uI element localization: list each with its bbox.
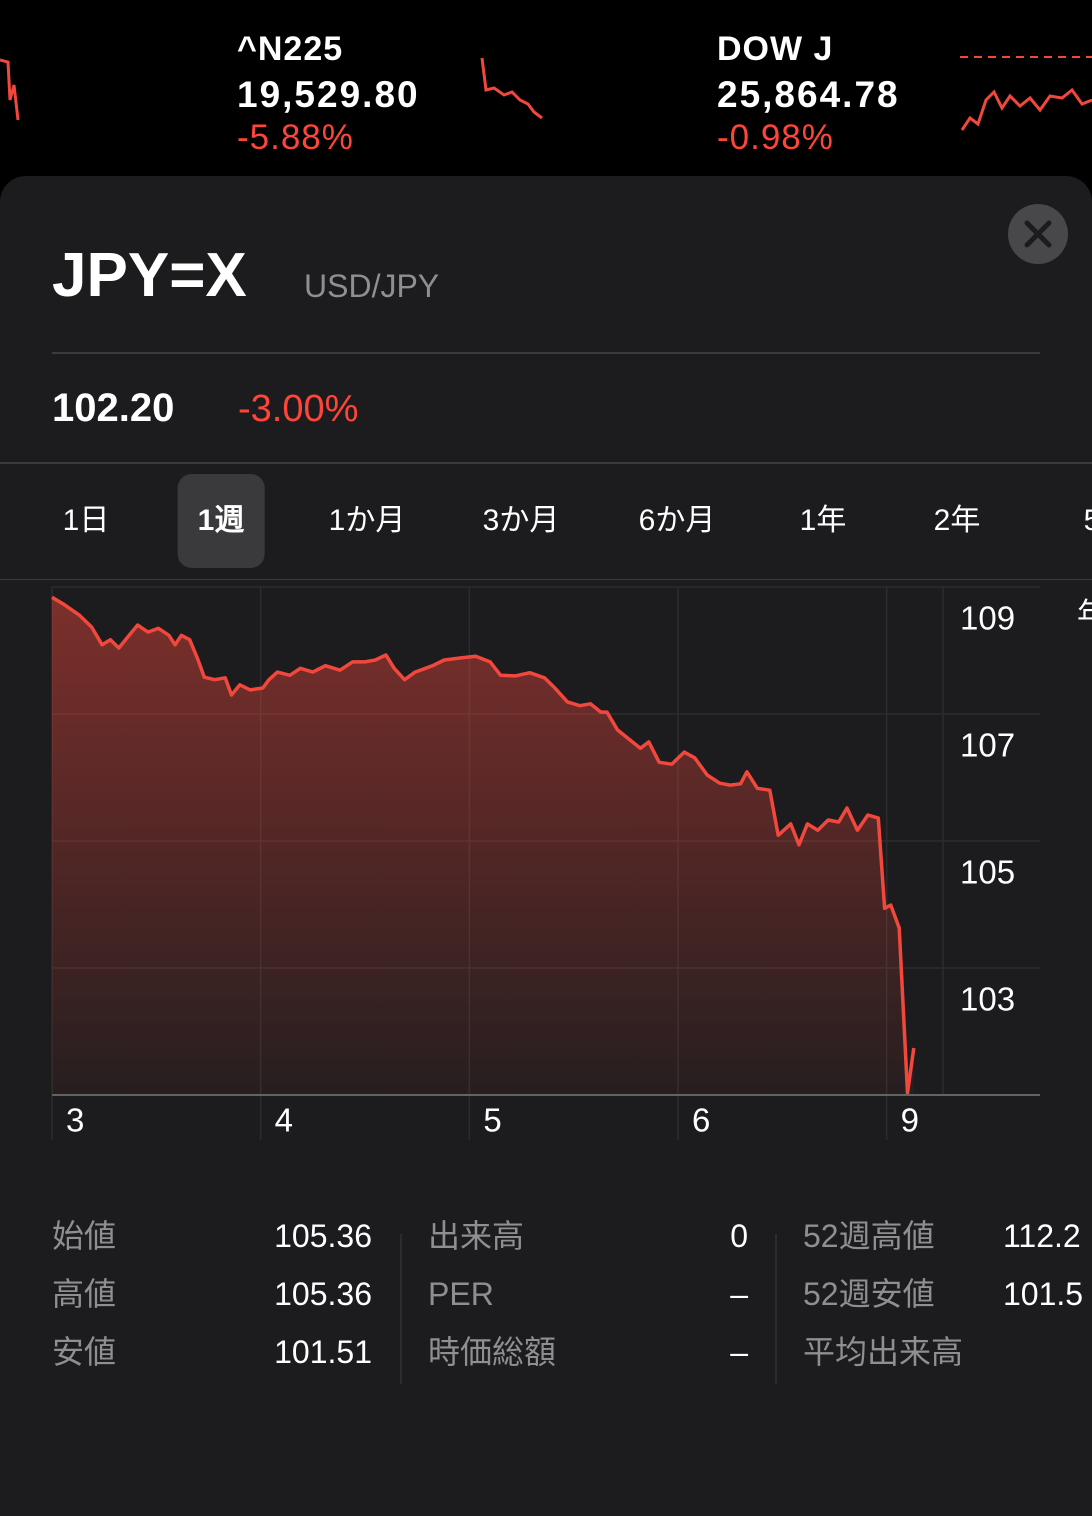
stat-value: 101.5 (1003, 1276, 1084, 1312)
sparkline (0, 58, 20, 121)
ticker-symbol: DOW J (717, 30, 834, 68)
stat-label: 高値 (52, 1276, 117, 1312)
sparkline (480, 57, 543, 120)
y-tick-label: 109 (960, 600, 1015, 637)
x-tick-label: 9 (901, 1102, 919, 1139)
x-tick-label: 5 (483, 1102, 501, 1139)
divider (0, 579, 1092, 580)
range-tab[interactable]: 3か月 (482, 504, 560, 537)
stat-label: 時価総額 (428, 1334, 557, 1370)
x-tick-label: 3 (66, 1102, 84, 1139)
ticker-change: -5.88% (237, 118, 354, 157)
y-tick-label: 107 (960, 727, 1015, 764)
stat-value: 101.51 (274, 1334, 372, 1370)
ticker-price: 19,529.80 (237, 74, 420, 115)
area (52, 597, 914, 1095)
stat-label: 出来高 (428, 1218, 525, 1254)
ticker-symbol: ^N225 (237, 30, 344, 68)
x-tick-label: 6 (692, 1102, 710, 1139)
x-tick-label: 4 (275, 1102, 293, 1139)
stat-value: 105.36 (274, 1276, 372, 1312)
price-change: -3.00% (238, 388, 359, 430)
close-button[interactable] (1008, 204, 1068, 264)
column-divider (400, 1234, 402, 1384)
stat-value: – (730, 1334, 748, 1370)
stat-label: 始値 (52, 1218, 117, 1254)
divider (0, 462, 1092, 464)
stat-value: 105.36 (274, 1218, 372, 1254)
y-tick-label: 105 (960, 854, 1015, 891)
stat-label: 52週安値 (803, 1276, 935, 1312)
ticker-change: -0.98% (717, 118, 834, 157)
stat-label: PER (428, 1276, 494, 1312)
range-tab[interactable]: 1か月 (328, 504, 406, 537)
price-line (51, 595, 916, 1095)
price: 102.20 (52, 386, 175, 430)
stat-label: 52週高値 (803, 1218, 935, 1254)
range-tab[interactable]: 6か月 (638, 504, 716, 537)
symbol: JPY=X (52, 241, 247, 310)
y-tick-label: 103 (960, 981, 1015, 1018)
chart: 109 107 105 103 3 4 5 6 9 (51, 586, 1040, 1140)
divider (52, 352, 1040, 354)
range-tab[interactable]: 1週 (177, 474, 265, 568)
range-tab[interactable]: 5年 (1057, 474, 1092, 631)
range-tab[interactable]: 1年 (799, 504, 847, 537)
column-divider (775, 1234, 777, 1384)
instrument-name: USD/JPY (304, 268, 440, 304)
range-tab[interactable]: 1日 (62, 504, 110, 537)
stat-value: 0 (730, 1218, 748, 1254)
sparkline (960, 87, 1092, 131)
ticker-sparklines (0, 56, 1092, 131)
stat-label: 安値 (52, 1334, 117, 1370)
stat-value: 112.2 (1003, 1218, 1081, 1254)
range-tab[interactable]: 2年 (933, 504, 981, 537)
stat-label: 平均出来高 (803, 1334, 964, 1370)
stat-value: – (730, 1276, 748, 1312)
ticker-price: 25,864.78 (717, 74, 900, 115)
